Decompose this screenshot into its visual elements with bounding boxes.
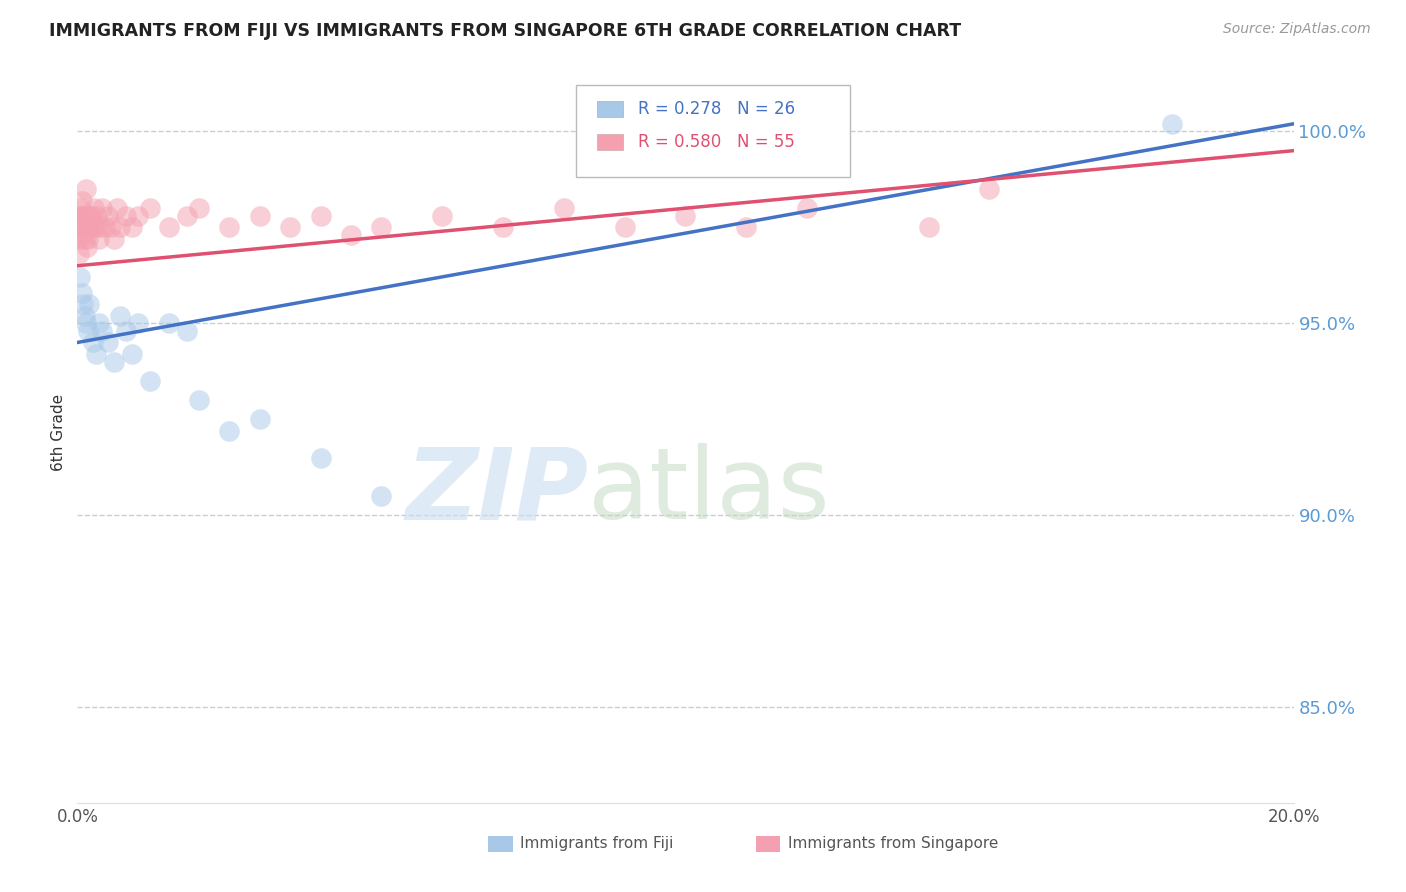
Point xyxy=(188,201,211,215)
Point xyxy=(121,220,143,235)
Point xyxy=(115,324,138,338)
Text: R = 0.278   N = 26: R = 0.278 N = 26 xyxy=(638,100,796,118)
Point xyxy=(90,324,112,338)
Text: Immigrants from Singapore: Immigrants from Singapore xyxy=(787,836,998,851)
Point xyxy=(97,335,120,350)
Bar xyxy=(756,836,780,853)
Point xyxy=(93,220,115,235)
Point xyxy=(76,239,98,253)
Point xyxy=(73,209,96,223)
Point xyxy=(72,297,94,311)
Point xyxy=(176,209,198,223)
Text: ZIP: ZIP xyxy=(405,443,588,541)
Point xyxy=(139,201,162,215)
Point xyxy=(79,220,101,235)
Point xyxy=(86,209,108,223)
Point xyxy=(77,324,100,338)
Point xyxy=(278,220,301,235)
Bar xyxy=(596,101,623,117)
Point xyxy=(157,220,180,235)
Point xyxy=(82,220,104,235)
Point xyxy=(105,201,128,215)
Point xyxy=(97,209,120,223)
Point xyxy=(115,209,138,223)
Point xyxy=(69,270,91,285)
Point xyxy=(188,392,211,407)
Point xyxy=(249,412,271,426)
Point xyxy=(69,209,91,223)
Point xyxy=(1161,117,1184,131)
Point xyxy=(69,220,91,235)
Point xyxy=(72,228,94,243)
Point xyxy=(139,374,162,388)
Point xyxy=(84,347,107,361)
Point xyxy=(492,220,515,235)
Point xyxy=(87,232,110,246)
Point xyxy=(79,297,101,311)
Point xyxy=(218,424,240,438)
Point xyxy=(127,209,149,223)
Point xyxy=(249,209,271,223)
Point xyxy=(979,182,1001,196)
Point xyxy=(176,324,198,338)
Point xyxy=(103,354,125,368)
Point xyxy=(72,220,94,235)
Point xyxy=(84,220,107,235)
Point xyxy=(370,220,392,235)
Text: IMMIGRANTS FROM FIJI VS IMMIGRANTS FROM SINGAPORE 6TH GRADE CORRELATION CHART: IMMIGRANTS FROM FIJI VS IMMIGRANTS FROM … xyxy=(49,22,962,40)
Point xyxy=(735,220,758,235)
Point xyxy=(157,316,180,330)
Point xyxy=(90,201,112,215)
Point xyxy=(75,316,97,330)
Point xyxy=(100,220,122,235)
Point xyxy=(75,209,97,223)
Point xyxy=(108,309,131,323)
Point xyxy=(218,220,240,235)
Point xyxy=(370,489,392,503)
Point xyxy=(70,194,93,208)
Point xyxy=(121,347,143,361)
Point xyxy=(87,316,110,330)
Point xyxy=(73,220,96,235)
Point xyxy=(553,201,575,215)
Text: R = 0.580   N = 55: R = 0.580 N = 55 xyxy=(638,133,794,151)
Point xyxy=(430,209,453,223)
Point xyxy=(70,285,93,300)
Point xyxy=(80,209,103,223)
Text: Immigrants from Fiji: Immigrants from Fiji xyxy=(520,836,673,851)
Point xyxy=(67,247,90,261)
Point xyxy=(309,209,332,223)
Point xyxy=(70,201,93,215)
Point xyxy=(309,450,332,465)
Point xyxy=(108,220,131,235)
Point xyxy=(796,201,818,215)
Point xyxy=(75,182,97,196)
Point xyxy=(613,220,636,235)
Bar xyxy=(488,836,513,853)
Point xyxy=(70,209,93,223)
Point xyxy=(77,209,100,223)
Point xyxy=(67,232,90,246)
Y-axis label: 6th Grade: 6th Grade xyxy=(51,394,66,471)
Point xyxy=(89,220,111,235)
Point xyxy=(918,220,941,235)
Point xyxy=(75,232,97,246)
Point xyxy=(73,309,96,323)
Text: Source: ZipAtlas.com: Source: ZipAtlas.com xyxy=(1223,22,1371,37)
Point xyxy=(77,232,100,246)
Point xyxy=(76,220,98,235)
Point xyxy=(340,228,363,243)
FancyBboxPatch shape xyxy=(576,85,849,178)
Point xyxy=(82,335,104,350)
Point xyxy=(83,201,105,215)
Bar xyxy=(596,134,623,150)
Point xyxy=(675,209,697,223)
Point xyxy=(127,316,149,330)
Text: atlas: atlas xyxy=(588,443,830,541)
Point xyxy=(103,232,125,246)
